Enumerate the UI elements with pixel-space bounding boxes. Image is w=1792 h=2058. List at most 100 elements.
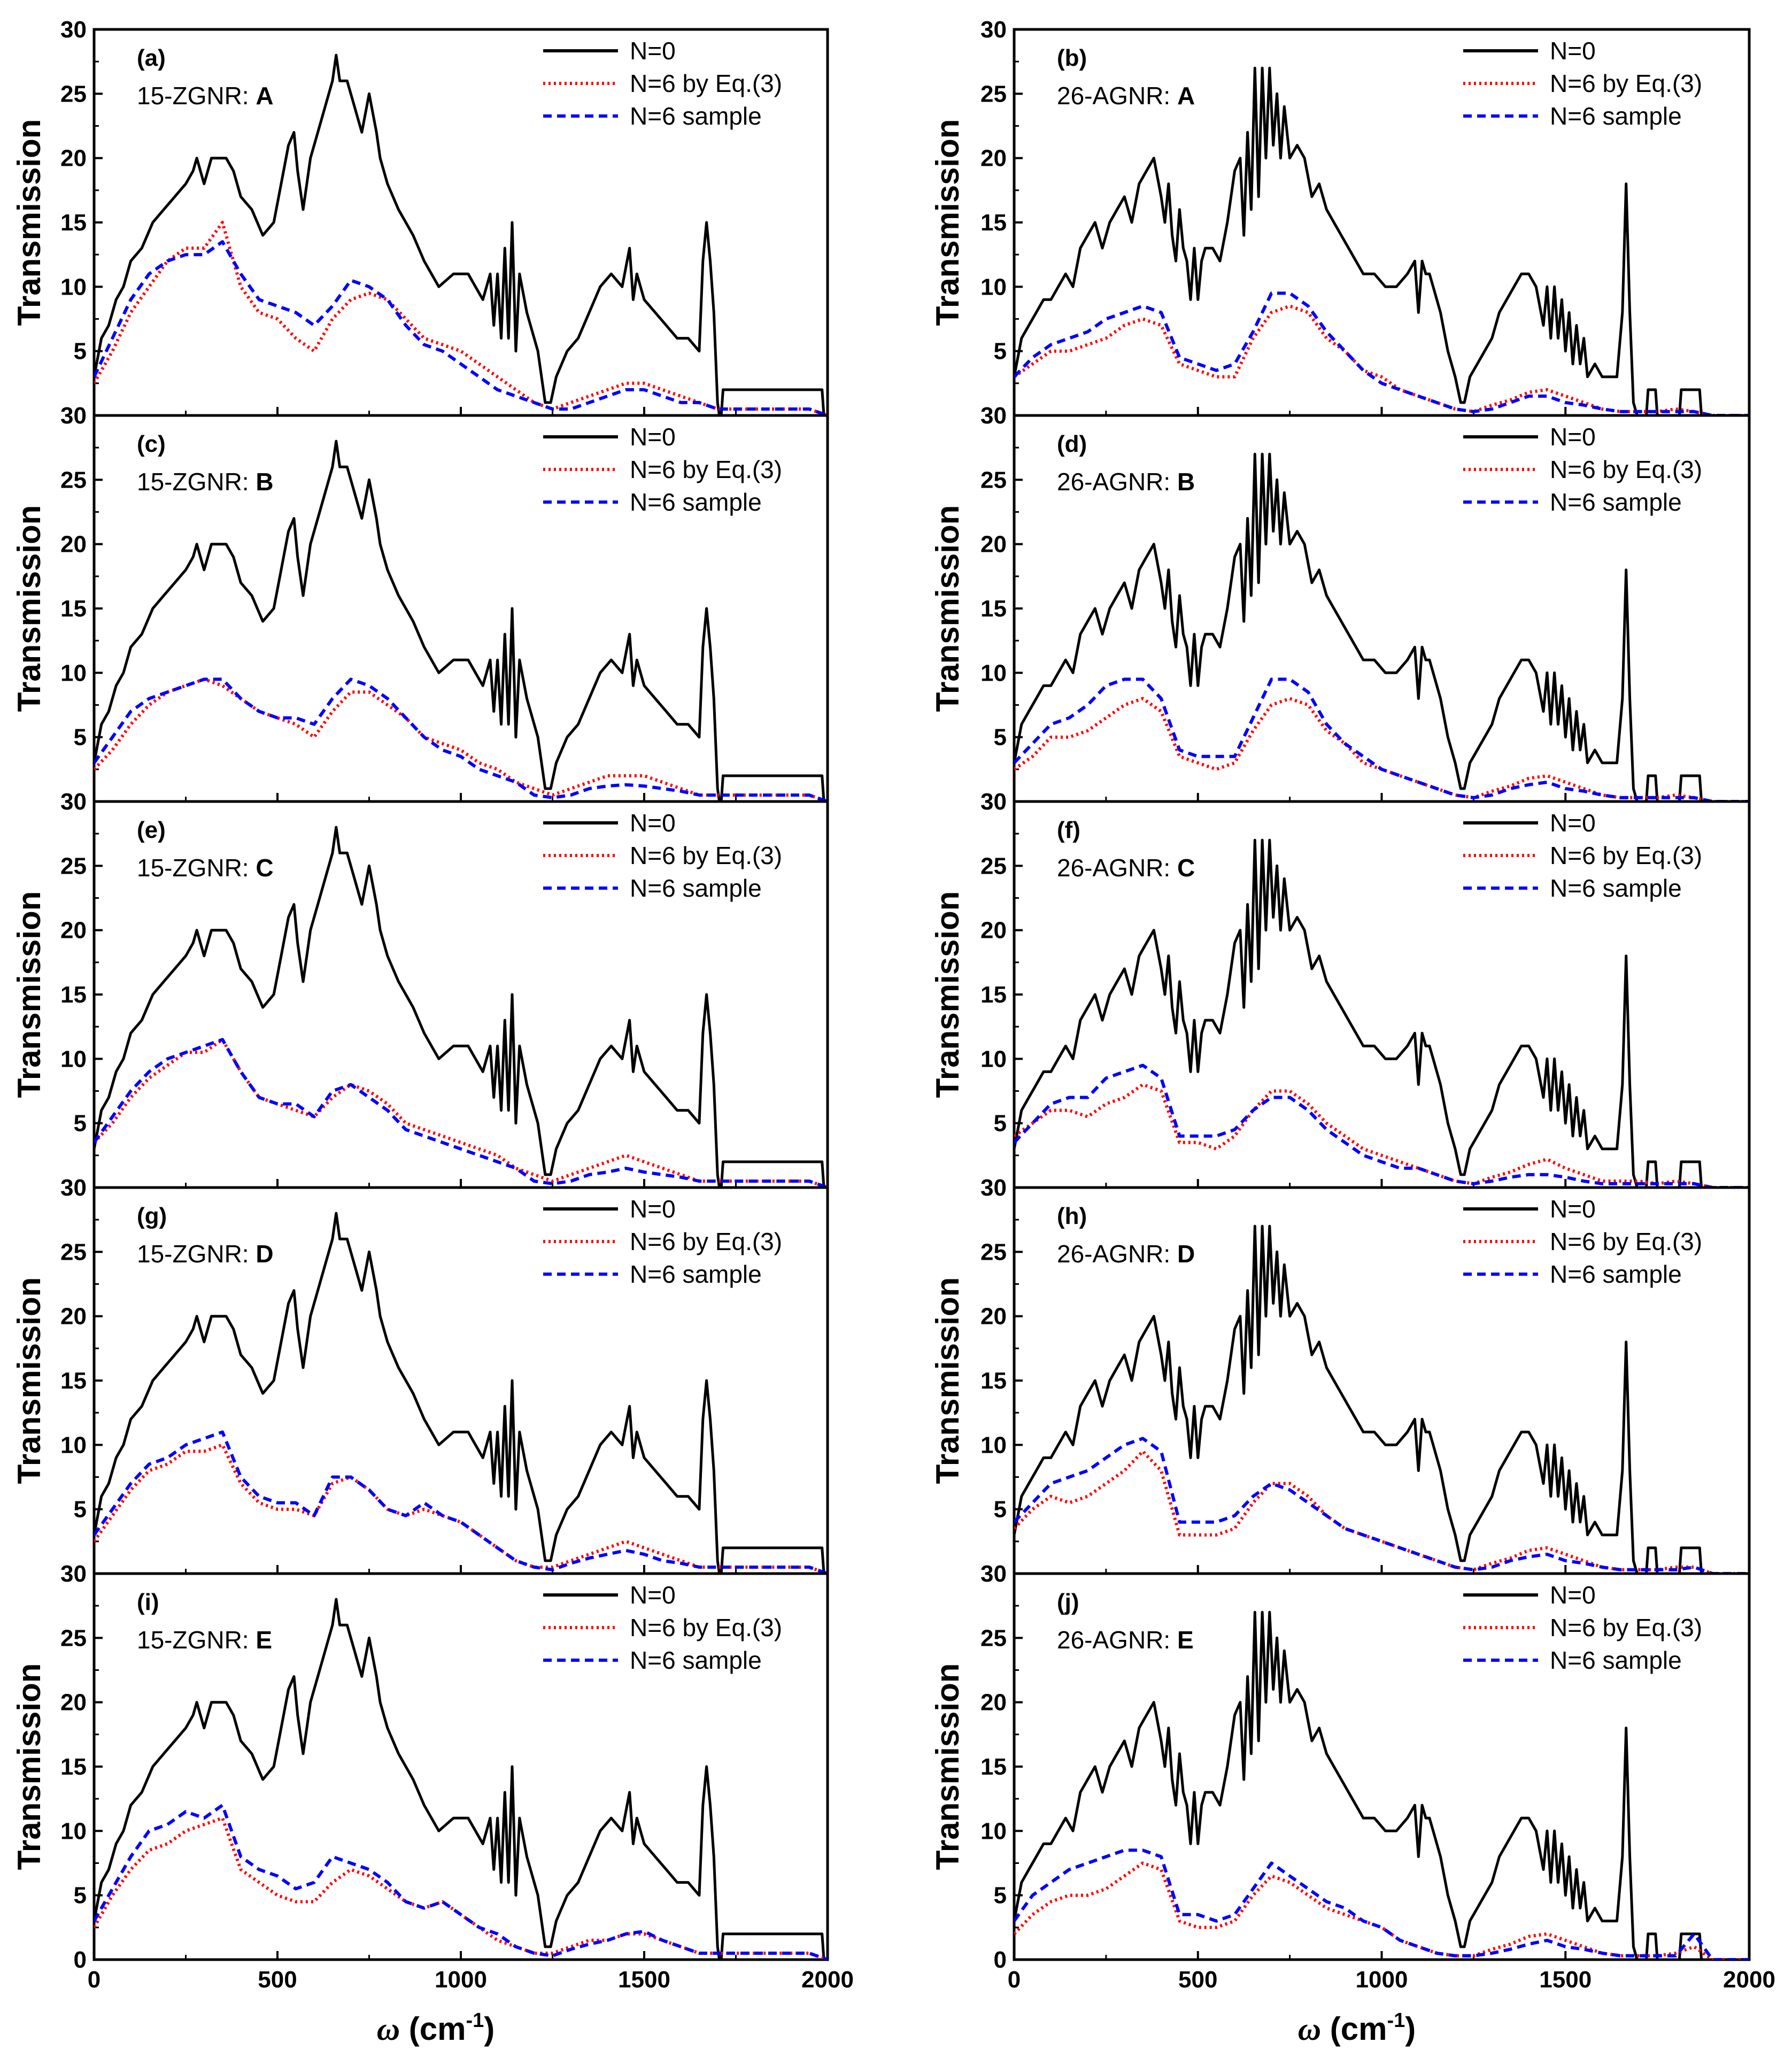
series-line-n0	[1014, 838, 1749, 1188]
x-tick-label: 0	[1008, 1967, 1021, 1993]
y-tick-label: 20	[60, 145, 87, 172]
y-tick-label: 10	[980, 274, 1007, 300]
legend-sample-label: N=6 sample	[630, 102, 762, 130]
y-tick-label: 25	[60, 1625, 87, 1651]
y-tick-label: 20	[980, 1690, 1007, 1716]
series-line-sample	[94, 240, 828, 415]
series-line-eq3	[1014, 1083, 1749, 1188]
panel-letter: (e)	[137, 817, 166, 843]
legend-sample-label: N=6 sample	[1550, 1260, 1682, 1288]
legend-sample-label: N=6 sample	[1550, 874, 1682, 902]
y-axis-label: Transmission	[11, 891, 47, 1098]
panel-letter: (b)	[1057, 45, 1087, 71]
x-tick-label: 2000	[1723, 1967, 1775, 1993]
y-axis-label: Transmission	[930, 891, 965, 1098]
panel-letter: (c)	[137, 431, 166, 457]
y-tick-label: 15	[980, 982, 1007, 1008]
legend-eq3-label: N=6 by Eq.(3)	[630, 70, 782, 97]
y-tick-label: 30	[980, 789, 1007, 815]
panel-e: 5 10 15 20 25 30 Transmission (e) 15-ZGNR: C N=0 N…	[11, 789, 829, 1189]
y-tick-label: 5	[994, 338, 1007, 365]
y-axis-label: Transmission	[930, 1277, 965, 1484]
series-line-n0	[94, 1212, 828, 1574]
system-label: 26-AGNR: A	[1057, 82, 1195, 110]
series-line-sample	[1014, 291, 1749, 415]
y-tick-label: 15	[980, 596, 1007, 622]
panel-letter: (g)	[137, 1203, 167, 1229]
panel-letter: (h)	[1057, 1203, 1087, 1229]
panel-f: 5 10 15 20 25 30 Transmission (f) 26-AGNR: C N=0 N…	[930, 789, 1751, 1189]
y-tick-label: 0	[994, 1947, 1007, 1973]
legend-eq3-label: N=6 by Eq.(3)	[1550, 456, 1702, 483]
y-tick-label: 10	[60, 274, 87, 300]
y-tick-label: 25	[980, 853, 1007, 879]
legend-eq3-label: N=6 by Eq.(3)	[1550, 1614, 1702, 1641]
y-tick-label: 30	[980, 17, 1007, 43]
legend-sample-label: N=6 sample	[1550, 102, 1682, 130]
system-label: 15-ZGNR: A	[137, 82, 274, 110]
y-tick-label: 20	[60, 918, 87, 944]
y-tick-label: 30	[980, 403, 1007, 429]
y-tick-label: 25	[60, 467, 87, 493]
panel-letter: (f)	[1057, 817, 1080, 843]
y-axis-label: Transmission	[11, 1663, 47, 1870]
y-tick-label: 10	[980, 1046, 1007, 1072]
y-axis-label: Transmission	[930, 1663, 965, 1870]
y-tick-label: 5	[74, 724, 87, 751]
panel-c: 5 10 15 20 25 30 Transmission (c) 15-ZGNR: B N=0 N…	[11, 403, 829, 803]
y-tick-label: 10	[980, 660, 1007, 686]
legend-n0-label: N=0	[1550, 1195, 1596, 1223]
legend-eq3-label: N=6 by Eq.(3)	[1550, 70, 1702, 97]
y-tick-label: 20	[980, 145, 1007, 172]
y-axis-label: Transmission	[930, 505, 965, 712]
x-tick-label: 2000	[801, 1967, 854, 1993]
y-tick-label: 0	[74, 1947, 87, 1973]
y-tick-label: 30	[60, 17, 87, 43]
x-tick-label: 500	[1178, 1967, 1217, 1993]
system-label: 15-ZGNR: C	[137, 854, 274, 882]
y-tick-label: 20	[980, 1304, 1007, 1330]
x-axis-label-right: ω (cm-1)	[1298, 2009, 1416, 2047]
series-line-n0	[94, 440, 828, 801]
y-tick-label: 5	[994, 724, 1007, 751]
legend-sample-label: N=6 sample	[630, 874, 762, 902]
series-line-sample	[94, 1803, 828, 1960]
y-tick-label: 5	[74, 338, 87, 365]
y-tick-label: 10	[980, 1432, 1007, 1458]
legend-n0-label: N=0	[630, 1195, 676, 1223]
y-tick-label: 5	[994, 1111, 1007, 1137]
series-line-n0	[94, 1598, 828, 1960]
legend-eq3-label: N=6 by Eq.(3)	[630, 1228, 782, 1255]
y-tick-label: 30	[60, 789, 87, 815]
legend-sample-label: N=6 sample	[630, 488, 762, 516]
y-tick-label: 5	[74, 1883, 87, 1909]
legend-n0-label: N=0	[630, 37, 676, 65]
legend-n0-label: N=0	[630, 423, 676, 451]
series-line-n0	[94, 53, 828, 415]
y-tick-label: 10	[60, 1818, 87, 1844]
series-line-n0	[1014, 1610, 1749, 1960]
series-line-sample	[1014, 677, 1749, 801]
y-tick-label: 20	[60, 531, 87, 558]
y-tick-label: 5	[74, 1111, 87, 1137]
y-tick-label: 15	[980, 1368, 1007, 1394]
y-tick-label: 30	[60, 1175, 87, 1201]
legend-eq3-label: N=6 by Eq.(3)	[630, 456, 782, 483]
series-line-sample	[94, 1038, 828, 1188]
y-tick-label: 15	[60, 1368, 87, 1394]
y-tick-label: 30	[980, 1561, 1007, 1587]
y-tick-label: 5	[74, 1497, 87, 1523]
y-tick-label: 25	[60, 1239, 87, 1265]
legend-n0-label: N=0	[1550, 37, 1596, 65]
y-tick-label: 15	[980, 1754, 1007, 1780]
legend-n0-label: N=0	[1550, 1581, 1596, 1609]
x-tick-label: 1500	[1539, 1967, 1592, 1993]
legend-sample-label: N=6 sample	[1550, 1646, 1682, 1674]
y-tick-label: 5	[994, 1883, 1007, 1909]
y-tick-label: 15	[60, 1754, 87, 1780]
system-label: 26-AGNR: C	[1057, 854, 1195, 882]
x-axis-label-left: ω (cm-1)	[377, 2009, 495, 2047]
panel-letter: (d)	[1057, 431, 1087, 457]
legend-eq3-label: N=6 by Eq.(3)	[630, 842, 782, 869]
